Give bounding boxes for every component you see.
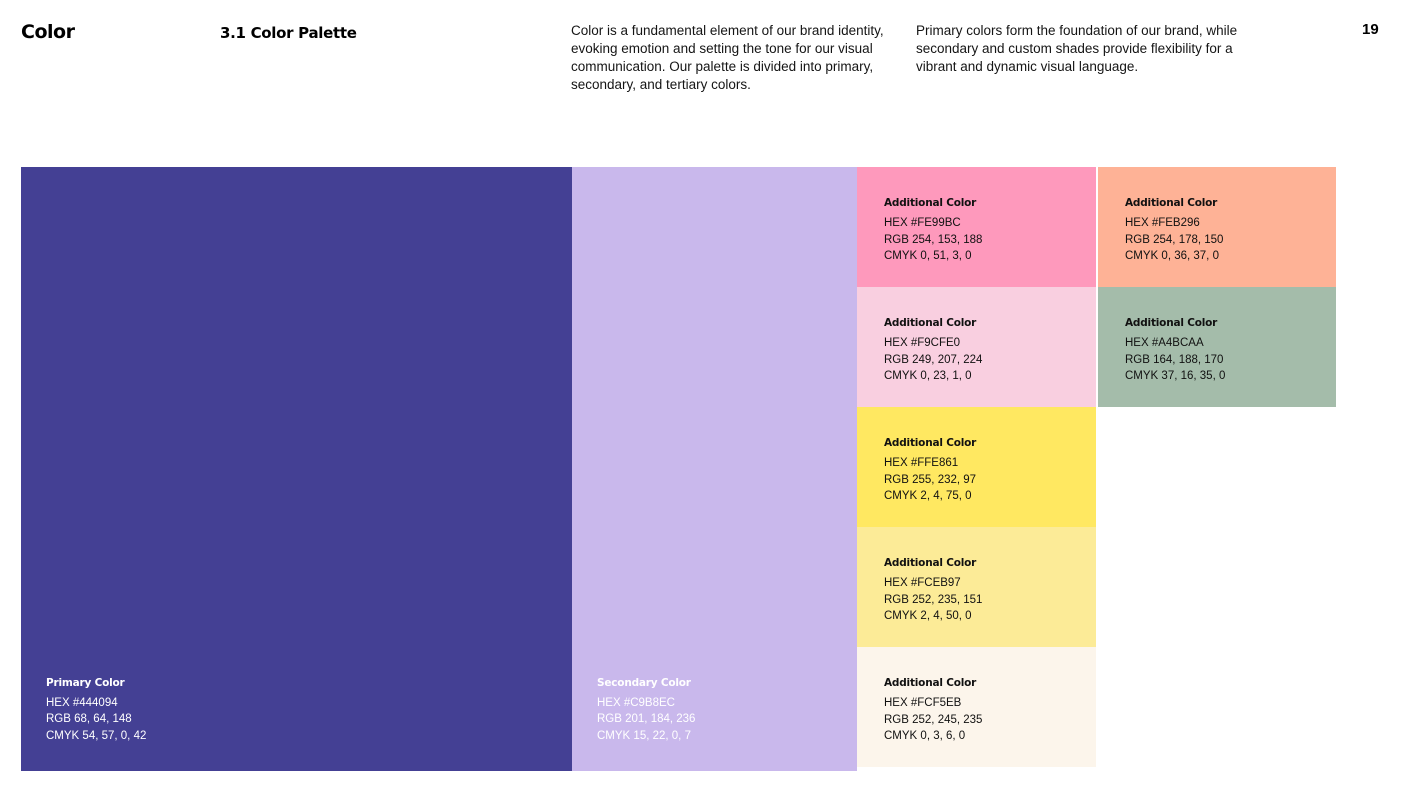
swatch-info: Additional Color HEX #FEB296 RGB 254, 17… xyxy=(1125,197,1223,265)
swatch-secondary: Secondary Color HEX #C9B8EC RGB 201, 184… xyxy=(572,167,857,771)
cmyk-value: CMYK 37, 16, 35, 0 xyxy=(1125,370,1226,382)
cmyk-value: CMYK 2, 4, 50, 0 xyxy=(884,610,972,622)
page-title: 3.1 Color Palette xyxy=(220,24,357,42)
rgb-value: RGB 254, 178, 150 xyxy=(1125,233,1224,246)
swatch-label: Additional Color xyxy=(884,437,977,449)
swatch-label: Secondary Color xyxy=(597,676,691,689)
cmyk-value: CMYK 0, 51, 3, 0 xyxy=(884,250,972,262)
swatch-label: Additional Color xyxy=(1125,197,1218,209)
hex-value: HEX #A4BCAA xyxy=(1125,337,1204,349)
intro-paragraph: Color is a fundamental element of our br… xyxy=(571,23,884,92)
cmyk-value: CMYK 2, 4, 75, 0 xyxy=(884,490,972,502)
swatch-additional-lightpink: Additional Color HEX #F9CFE0 RGB 249, 20… xyxy=(857,287,1096,407)
swatch-info: Additional Color HEX #F9CFE0 RGB 249, 20… xyxy=(884,317,982,385)
swatch-label: Additional Color xyxy=(884,677,977,689)
swatch-primary: Primary Color HEX #444094 RGB 68, 64, 14… xyxy=(21,167,572,771)
swatch-info: Additional Color HEX #FCEB97 RGB 252, 23… xyxy=(884,557,982,625)
page-number: 19 xyxy=(1362,21,1379,38)
rgb-value: RGB 164, 188, 170 xyxy=(1125,353,1224,366)
hex-value: HEX #FFE861 xyxy=(884,457,959,469)
rgb-value: RGB 252, 235, 151 xyxy=(884,593,983,606)
rgb-value: RGB 254, 153, 188 xyxy=(884,233,983,246)
swatch-label: Additional Color xyxy=(884,317,977,329)
swatch-label: Additional Color xyxy=(884,557,977,569)
swatch-info: Additional Color HEX #A4BCAA RGB 164, 18… xyxy=(1125,317,1225,385)
rgb-value: RGB 68, 64, 148 xyxy=(46,713,132,725)
section-label: Color xyxy=(21,21,75,43)
hex-value: HEX #444094 xyxy=(46,696,118,709)
cmyk-value: CMYK 0, 3, 6, 0 xyxy=(884,730,966,742)
swatch-info: Additional Color HEX #FFE861 RGB 255, 23… xyxy=(884,437,976,505)
swatch-secondary-info: Secondary Color HEX #C9B8EC RGB 201, 184… xyxy=(597,677,695,745)
cmyk-value: CMYK 15, 22, 0, 7 xyxy=(597,729,691,742)
swatch-info: Additional Color HEX #FE99BC RGB 254, 15… xyxy=(884,197,982,265)
rgb-value: RGB 252, 245, 235 xyxy=(884,713,983,726)
rgb-value: RGB 249, 207, 224 xyxy=(884,353,983,366)
swatch-info: Additional Color HEX #FCF5EB RGB 252, 24… xyxy=(884,677,982,745)
swatch-label: Primary Color xyxy=(46,676,125,689)
hex-value: HEX #F9CFE0 xyxy=(884,337,961,349)
swatch-additional-yellow: Additional Color HEX #FFE861 RGB 255, 23… xyxy=(857,407,1096,527)
hex-value: HEX #FEB296 xyxy=(1125,217,1200,229)
swatch-additional-lightyellow: Additional Color HEX #FCEB97 RGB 252, 23… xyxy=(857,527,1096,647)
swatch-additional-cream: Additional Color HEX #FCF5EB RGB 252, 24… xyxy=(857,647,1096,767)
swatch-label: Additional Color xyxy=(1125,317,1218,329)
hex-value: HEX #FE99BC xyxy=(884,217,961,229)
hex-value: HEX #FCF5EB xyxy=(884,697,962,709)
cmyk-value: CMYK 54, 57, 0, 42 xyxy=(46,729,147,742)
color-palette: Primary Color HEX #444094 RGB 68, 64, 14… xyxy=(21,167,1336,771)
hex-value: HEX #FCEB97 xyxy=(884,577,961,589)
rgb-value: RGB 201, 184, 236 xyxy=(597,713,696,725)
swatch-additional-peach: Additional Color HEX #FEB296 RGB 254, 17… xyxy=(1098,167,1336,287)
cmyk-value: CMYK 0, 23, 1, 0 xyxy=(884,370,972,382)
swatch-additional-sage: Additional Color HEX #A4BCAA RGB 164, 18… xyxy=(1098,287,1336,407)
hex-value: HEX #C9B8EC xyxy=(597,696,675,709)
cmyk-value: CMYK 0, 36, 37, 0 xyxy=(1125,250,1219,262)
swatch-additional-pink: Additional Color HEX #FE99BC RGB 254, 15… xyxy=(857,167,1096,287)
swatch-primary-info: Primary Color HEX #444094 RGB 68, 64, 14… xyxy=(46,677,146,745)
rgb-value: RGB 255, 232, 97 xyxy=(884,473,977,486)
swatch-label: Additional Color xyxy=(884,197,977,209)
secondary-paragraph: Primary colors form the foundation of ou… xyxy=(916,23,1238,74)
